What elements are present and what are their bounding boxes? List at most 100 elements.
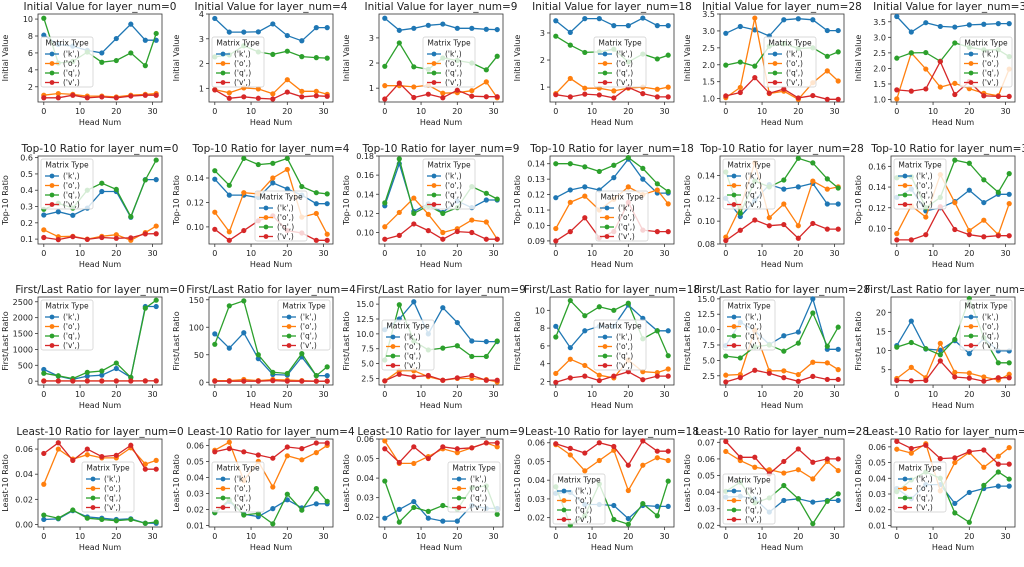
x-tick-label: 20 [793,249,803,258]
data-point [567,445,573,451]
data-point [240,94,246,100]
legend-entry: ('v',) [916,200,933,209]
subplot: Initial Value for layer_num=9 0 10 20 30 1 2 3 H… [342,1,517,127]
data-point [142,37,148,43]
x-tick-label: 30 [147,249,157,258]
legend-entry: ('k',) [63,171,80,180]
data-point [781,200,787,207]
legend-entry: ('q',) [63,332,80,341]
data-point [610,174,616,180]
data-point [951,80,957,86]
data-point [382,63,388,69]
data-point [723,448,729,454]
data-point [211,378,217,384]
data-point [313,439,319,446]
y-tick-label: 0.05 [356,454,374,463]
y-tick-label: 0.02 [356,513,374,522]
legend-box [40,299,94,351]
legend-entry: ('o',) [616,59,633,68]
data-point [665,478,671,484]
legend-marker [561,516,566,522]
data-point [665,373,671,379]
legend-entry: ('k',) [616,50,633,59]
data-point [922,66,928,72]
data-point [269,21,275,27]
legend-marker [263,214,268,220]
data-point [269,179,275,185]
data-point [980,374,986,380]
x-axis-label: Head Num [79,543,122,552]
data-point [824,53,830,59]
legend: Matrix Type ('k',)('o',)('q',)('v',) [763,36,817,88]
data-point [596,439,602,445]
subplot: Least-10 Ratio for layer_num=28 0 10 20 30 0.… [683,426,869,552]
legend-entry: ('q',) [234,69,251,78]
data-point [795,329,801,335]
data-point [153,222,159,229]
subplot-title: Least-10 Ratio for layer_num=4 [187,426,355,438]
data-point [835,497,841,503]
data-point [951,336,957,343]
data-point [269,520,275,526]
legend-marker [731,173,737,178]
y-tick-label: 1000 [13,345,33,354]
x-axis-label: Head Num [590,543,633,552]
y-tick-label: 6 [539,342,544,351]
data-point [966,227,972,233]
y-tick-label: 3.0 [873,33,886,42]
data-point [55,445,61,452]
y-tick-label: 0.13 [527,175,545,184]
data-point [552,379,558,385]
legend-marker [731,507,737,512]
data-point [41,450,47,456]
x-tick-label: 10 [75,249,85,258]
legend-marker [220,485,225,491]
data-point [324,498,330,504]
y-axis-label: Least-10 Ratio [172,454,181,512]
legend-marker [220,476,225,481]
data-point [153,92,159,98]
data-point [552,334,558,340]
y-tick-label: 0.14 [356,190,374,199]
y-tick-label: 5.0 [361,360,374,369]
x-tick-label: 20 [282,249,292,258]
data-point [324,231,330,237]
data-point [382,96,388,102]
legend-entry: ('q',) [618,222,635,231]
data-point [639,165,645,171]
data-point [483,439,489,446]
x-tick-label: 0 [212,107,217,116]
y-tick-label: 0.06 [186,441,204,450]
x-axis-label: Head Num [761,543,804,552]
data-point [411,460,417,466]
data-point [567,228,573,234]
data-point [226,445,232,451]
x-tick-label: 20 [793,107,803,116]
legend-marker [902,504,907,510]
data-point [937,23,943,30]
data-point [41,378,47,384]
data-point [995,375,1001,381]
legend-title: Matrix Type [452,463,496,472]
data-point [211,341,217,347]
legend-entry: ('v',) [618,232,635,241]
legend-title: Matrix Type [45,39,89,48]
legend-title: Matrix Type [86,463,130,472]
legend: Matrix Type ('k',)('o',)('q',)('v',) [422,36,476,88]
data-point [226,29,232,35]
data-point [625,154,631,160]
data-point [113,186,119,192]
data-point [639,500,645,506]
data-point [382,199,388,205]
data-point [128,442,134,448]
x-tick-label: 0 [553,249,558,258]
data-point [781,469,787,476]
y-axis-label: Top-10 Ratio [513,175,522,226]
data-point [581,313,587,319]
data-point [980,176,986,182]
data-point [966,187,972,193]
x-tick-label: 30 [659,532,669,541]
data-point [766,370,772,376]
legend-entry: ('q',) [745,505,762,514]
x-axis-label: Head Num [420,260,463,269]
